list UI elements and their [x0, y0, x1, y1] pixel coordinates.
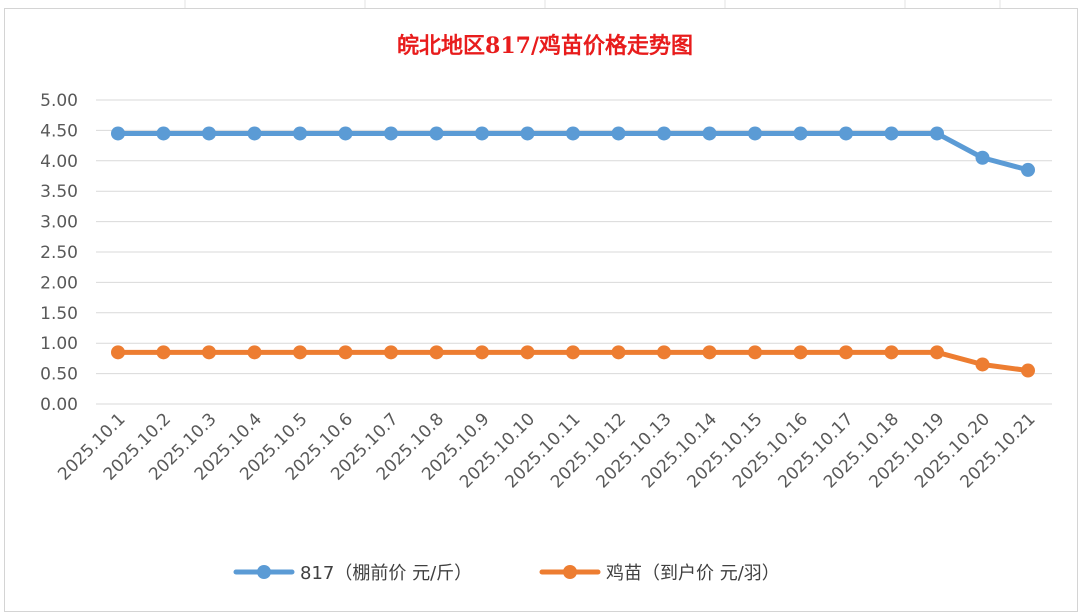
data-point[interactable] — [884, 345, 899, 360]
data-point[interactable] — [156, 126, 171, 141]
series-2 — [111, 345, 1035, 378]
data-point[interactable] — [793, 345, 808, 360]
y-tick-label: 4.00 — [40, 152, 78, 172]
data-point[interactable] — [657, 126, 671, 141]
data-point[interactable] — [384, 345, 398, 360]
y-axis-ticks: 0.00 0.50 1.00 1.50 2.00 2.50 3.00 3.50 4.00 4.50… — [40, 91, 78, 415]
data-point[interactable] — [202, 126, 216, 141]
y-tick-label: 0.00 — [40, 395, 78, 415]
data-point[interactable] — [202, 345, 216, 360]
data-point[interactable] — [566, 126, 580, 141]
data-point[interactable] — [975, 150, 990, 165]
data-point[interactable] — [611, 345, 626, 360]
data-point[interactable] — [293, 345, 307, 360]
data-point[interactable] — [611, 126, 626, 141]
data-point[interactable] — [839, 126, 853, 141]
data-point[interactable] — [930, 126, 944, 141]
data-point[interactable] — [748, 345, 762, 360]
data-point[interactable] — [293, 126, 307, 141]
y-tick-label: 4.50 — [40, 121, 78, 141]
data-point[interactable] — [429, 345, 444, 360]
y-tick-label: 2.00 — [40, 273, 78, 293]
series-1 — [111, 126, 1035, 177]
data-point[interactable] — [657, 345, 671, 360]
y-tick-label: 0.50 — [40, 365, 78, 385]
data-point[interactable] — [793, 126, 808, 141]
data-point[interactable] — [566, 345, 580, 360]
data-point[interactable] — [338, 126, 353, 141]
data-point[interactable] — [429, 126, 444, 141]
y-tick-label: 3.00 — [40, 213, 78, 233]
data-point[interactable] — [1021, 162, 1035, 177]
data-point[interactable] — [247, 126, 262, 141]
y-tick-label: 5.00 — [40, 91, 78, 111]
data-point[interactable] — [748, 126, 762, 141]
data-point[interactable] — [1021, 363, 1035, 378]
y-tick-label: 3.50 — [40, 182, 78, 202]
data-point[interactable] — [475, 345, 489, 360]
data-point[interactable] — [839, 345, 853, 360]
data-point[interactable] — [520, 345, 535, 360]
data-point[interactable] — [930, 345, 944, 360]
legend-point-marker — [563, 565, 577, 579]
y-tick-label: 1.50 — [40, 304, 78, 324]
data-point[interactable] — [384, 126, 398, 141]
data-point[interactable] — [702, 126, 717, 141]
legend: 817（棚前价 元/斤） 鸡苗（到户价 元/羽） — [233, 563, 780, 584]
data-point[interactable] — [520, 126, 535, 141]
series-layer — [111, 126, 1035, 378]
y-tick-label: 1.00 — [40, 334, 78, 354]
data-point[interactable] — [884, 126, 899, 141]
chart-area[interactable] — [4, 8, 1078, 612]
y-tick-label: 2.50 — [40, 243, 78, 263]
data-point[interactable] — [338, 345, 353, 360]
data-point[interactable] — [975, 357, 990, 372]
x-axis-ticks: 2025.10.12025.10.22025.10.32025.10.42025… — [54, 409, 1039, 492]
data-point[interactable] — [111, 126, 125, 141]
data-point[interactable] — [475, 126, 489, 141]
data-point[interactable] — [156, 345, 171, 360]
data-point[interactable] — [702, 345, 717, 360]
legend-label: 鸡苗（到户价 元/羽） — [606, 563, 780, 584]
legend-label: 817（棚前价 元/斤） — [300, 563, 472, 584]
chart-title: 皖北地区817/鸡苗价格走势图 — [397, 33, 693, 59]
data-point[interactable] — [247, 345, 262, 360]
legend-item-2[interactable]: 鸡苗（到户价 元/羽） — [539, 563, 780, 584]
legend-item-1[interactable]: 817（棚前价 元/斤） — [233, 563, 472, 584]
legend-point-marker — [257, 565, 271, 579]
data-point[interactable] — [111, 345, 125, 360]
